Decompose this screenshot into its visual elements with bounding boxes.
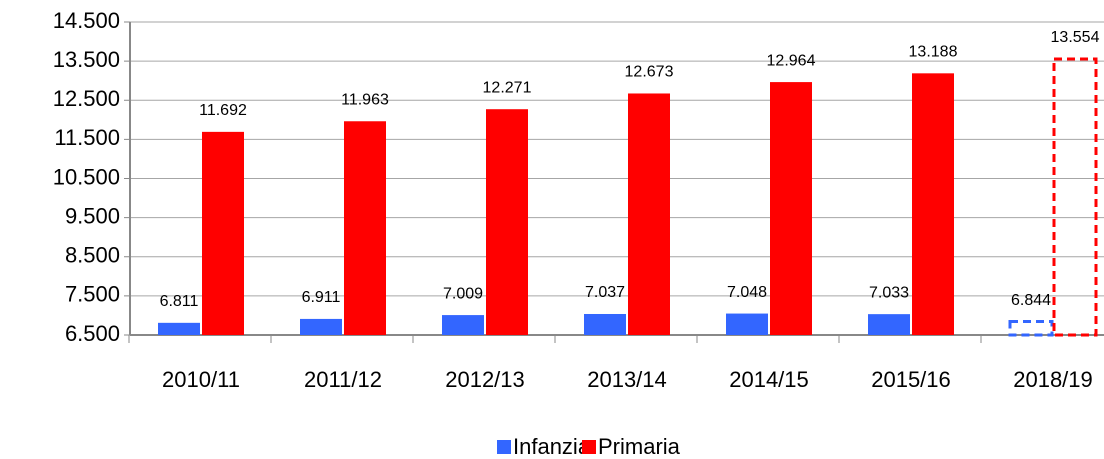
x-tick-label: 2018/19 — [1013, 367, 1093, 392]
value-label: 12.271 — [483, 79, 532, 96]
y-tick-label: 7.500 — [65, 282, 120, 307]
value-label: 6.811 — [160, 293, 199, 310]
value-label: 12.964 — [767, 52, 816, 69]
bar — [912, 73, 954, 335]
bar — [202, 131, 244, 335]
value-label: 7.009 — [443, 285, 483, 302]
legend-label: Infanzia — [513, 434, 591, 459]
bar — [158, 322, 200, 335]
bar — [1008, 320, 1054, 337]
legend-swatch — [582, 440, 596, 454]
value-label: 6.844 — [1011, 292, 1051, 309]
bar — [300, 318, 342, 335]
x-tick-label: 2014/15 — [729, 367, 809, 392]
bar — [344, 121, 386, 335]
bar — [584, 313, 626, 335]
value-label: 6.911 — [302, 289, 341, 306]
y-tick-label: 12.500 — [53, 86, 120, 111]
x-tick-label: 2010/11 — [162, 367, 240, 392]
bar — [628, 93, 670, 335]
value-label: 7.033 — [869, 284, 909, 301]
y-tick-label: 14.500 — [53, 8, 120, 33]
value-label: 11.692 — [199, 102, 247, 119]
bar — [486, 109, 528, 335]
value-label: 13.554 — [1051, 29, 1100, 46]
y-tick-label: 11.500 — [54, 125, 120, 150]
bar — [1052, 57, 1098, 337]
legend-swatch — [497, 440, 511, 454]
legend-label: Primaria — [598, 434, 681, 459]
y-tick-label: 13.500 — [53, 47, 120, 72]
bar — [770, 82, 812, 335]
value-label: 13.188 — [909, 44, 958, 61]
y-tick-label: 10.500 — [53, 164, 120, 189]
bar — [442, 315, 484, 335]
value-label: 7.048 — [727, 284, 767, 301]
y-tick-label: 8.500 — [65, 243, 120, 268]
x-tick-label: 2013/14 — [587, 367, 667, 392]
value-label: 12.673 — [625, 64, 674, 81]
value-label: 11.963 — [341, 91, 389, 108]
x-tick-label: 2011/12 — [304, 367, 382, 392]
bar — [726, 313, 768, 335]
x-tick-label: 2015/16 — [871, 367, 951, 392]
y-tick-label: 9.500 — [65, 203, 120, 228]
value-label: 7.037 — [585, 284, 625, 301]
bar — [868, 314, 910, 335]
y-tick-label: 6.500 — [65, 321, 120, 346]
x-tick-label: 2012/13 — [445, 367, 525, 392]
